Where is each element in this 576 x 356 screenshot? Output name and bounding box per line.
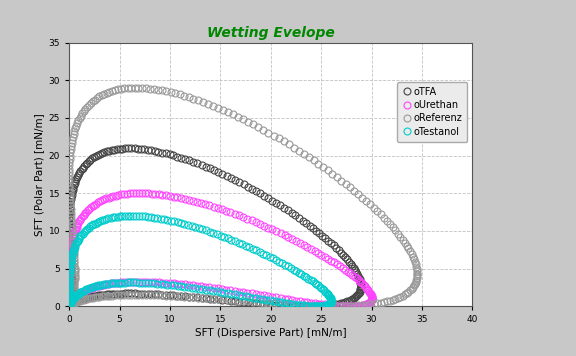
Y-axis label: SFT (Polar Part) [mN/m]: SFT (Polar Part) [mN/m] — [35, 113, 44, 236]
X-axis label: SFT (Dispersive Part) [mN/m]: SFT (Dispersive Part) [mN/m] — [195, 328, 347, 338]
Title: Wetting Evelope: Wetting Evelope — [207, 26, 335, 40]
Legend: oTFA, oUrethan, oReferenz, oTestanol: oTFA, oUrethan, oReferenz, oTestanol — [397, 82, 468, 142]
